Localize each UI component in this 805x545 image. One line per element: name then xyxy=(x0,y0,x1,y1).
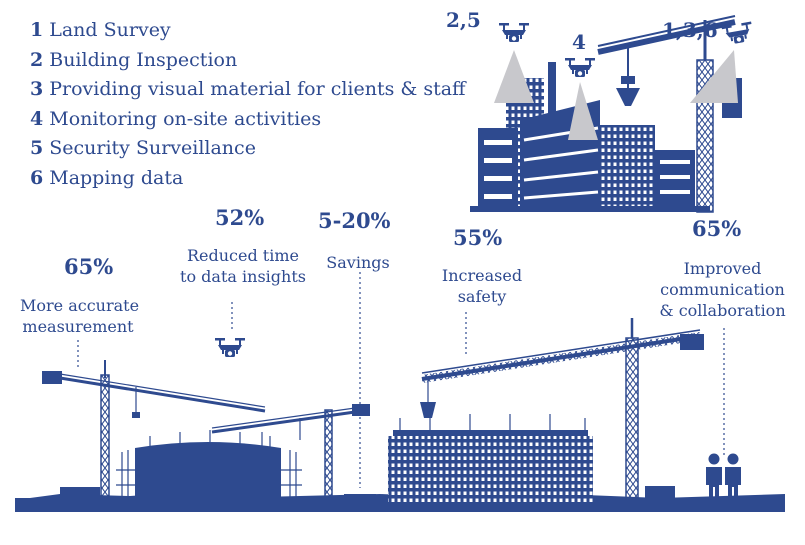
top-building-illustration xyxy=(470,15,742,213)
stat-value: 52% xyxy=(215,205,265,230)
item-number: 6 xyxy=(30,166,44,189)
stat-value: 65% xyxy=(692,216,742,241)
caption-line: Savings xyxy=(326,253,390,272)
stat-caption: Reduced time to data insights xyxy=(175,245,311,287)
item-number: 5 xyxy=(30,137,44,159)
caption-line: More accurate xyxy=(20,296,140,315)
stat-caption: More accurate measurement xyxy=(20,295,140,337)
use-case-list: 1 Land Survey 2 Building Inspection 3 Provi… xyxy=(30,16,466,193)
caption-line: Reduced time xyxy=(186,246,299,265)
item-number: 4 xyxy=(30,107,44,130)
stat-value: 55% xyxy=(453,225,503,250)
caption-line: to data insights xyxy=(180,267,306,286)
caption-line: Increased xyxy=(441,266,523,285)
caption-line: & collaboration xyxy=(659,301,786,320)
drone-label: 1,3,6 xyxy=(662,18,718,42)
stat-value: 5-20% xyxy=(318,208,391,233)
list-item: 6 Mapping data xyxy=(30,164,466,194)
drone-icon xyxy=(565,58,595,77)
item-text: Land Survey xyxy=(49,19,171,41)
item-text: Monitoring on-site activities xyxy=(49,107,322,130)
list-item: 1 Land Survey xyxy=(30,16,466,46)
stat-value: 65% xyxy=(64,254,114,279)
item-number: 3 xyxy=(30,78,44,100)
item-number: 2 xyxy=(30,48,44,71)
caption-line: Improved xyxy=(683,259,762,278)
list-item: 4 Monitoring on-site activities xyxy=(30,105,466,135)
people-icon xyxy=(706,453,741,502)
stat-caption: Improved communication & collaboration xyxy=(655,258,790,321)
drone-beams xyxy=(494,50,738,140)
list-item: 3 Providing visual material for clients &… xyxy=(30,75,466,105)
caption-line: safety xyxy=(457,287,507,306)
leader-lines xyxy=(77,272,725,488)
caption-line: communication xyxy=(660,280,785,299)
bottom-construction-illustration xyxy=(15,318,785,512)
drone-icon xyxy=(215,338,245,357)
item-text: Mapping data xyxy=(49,166,184,189)
list-item: 2 Building Inspection xyxy=(30,46,466,76)
item-text: Providing visual material for clients & … xyxy=(49,78,466,100)
list-item: 5 Security Surveillance xyxy=(30,134,466,164)
item-text: Security Surveillance xyxy=(49,137,256,159)
item-number: 1 xyxy=(30,19,44,41)
drone-label: 2,5 xyxy=(446,8,481,32)
caption-line: measurement xyxy=(22,317,134,336)
stat-caption: Savings xyxy=(318,252,398,273)
item-text: Building Inspection xyxy=(49,48,238,71)
drone-label: 4 xyxy=(572,30,586,54)
drone-icon xyxy=(499,23,529,42)
stat-caption: Increased safety xyxy=(430,265,534,307)
